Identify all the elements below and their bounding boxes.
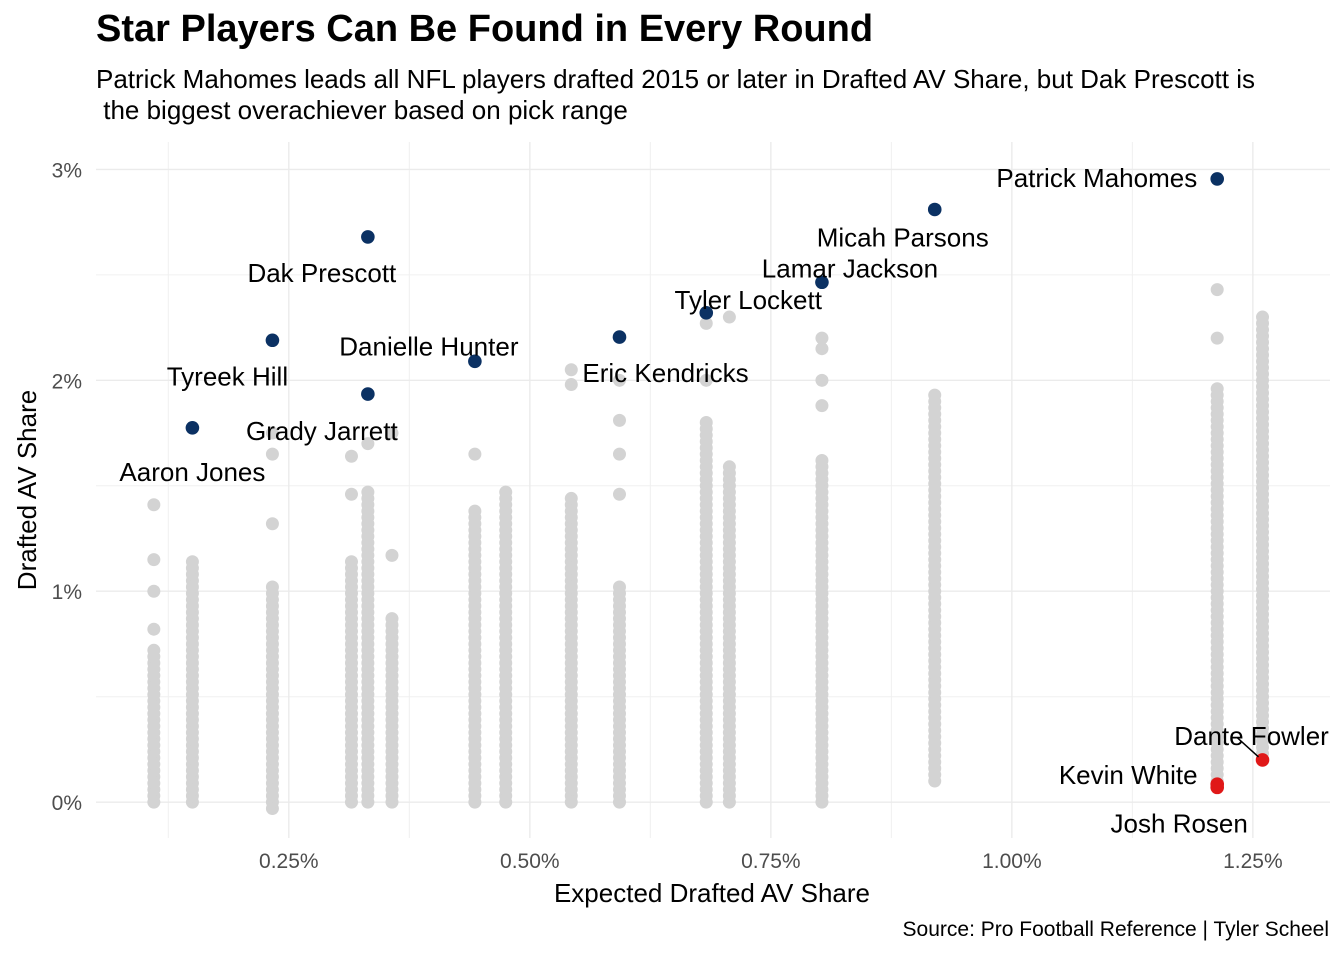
y-tick-label: 1% xyxy=(52,581,82,604)
point-label: Dante Fowler xyxy=(1174,721,1329,751)
highlight-point xyxy=(612,330,627,344)
data-point xyxy=(147,584,161,598)
data-point xyxy=(499,485,513,499)
data-point xyxy=(928,388,942,402)
grid-lines xyxy=(96,142,1330,838)
data-point xyxy=(612,580,626,594)
point-label: Tyler Lockett xyxy=(675,285,823,315)
data-point xyxy=(815,399,829,413)
data-point xyxy=(612,487,626,501)
data-point xyxy=(612,413,626,427)
highlight-point xyxy=(1255,753,1270,767)
point-label: Eric Kendricks xyxy=(582,358,748,388)
y-tick-label: 0% xyxy=(52,792,82,815)
data-point xyxy=(612,373,626,387)
data-point xyxy=(147,498,161,512)
y-tick-label: 2% xyxy=(52,370,82,393)
data-point xyxy=(1256,310,1270,324)
data-point xyxy=(699,373,713,387)
data-point xyxy=(265,517,279,531)
point-label: Patrick Mahomes xyxy=(996,163,1197,193)
data-point xyxy=(344,487,358,501)
data-point xyxy=(385,426,399,440)
highlight-point xyxy=(927,202,942,217)
data-point xyxy=(344,449,358,463)
highlight-point xyxy=(1210,780,1225,795)
data-point xyxy=(722,310,736,324)
point-label: Aaron Jones xyxy=(119,457,265,487)
data-point xyxy=(147,643,161,657)
data-point xyxy=(1210,382,1224,396)
data-point xyxy=(815,342,829,356)
data-point xyxy=(1210,283,1224,297)
highlight-point xyxy=(361,230,375,244)
x-axis-title: Expected Drafted AV Share xyxy=(554,878,870,908)
data-point xyxy=(564,378,578,392)
chart-subtitle: Patrick Mahomes leads all NFL players dr… xyxy=(96,64,1255,125)
data-point xyxy=(147,622,161,636)
point-label: Josh Rosen xyxy=(1111,808,1248,838)
data-point xyxy=(147,553,161,567)
highlight-point xyxy=(265,333,280,348)
label-leader-line xyxy=(1237,737,1260,758)
data-point xyxy=(265,580,279,594)
data-point xyxy=(699,316,713,330)
chart-title: Star Players Can Be Found in Every Round xyxy=(96,8,874,50)
highlight-point xyxy=(468,354,482,369)
data-point xyxy=(699,416,713,430)
highlight-point xyxy=(361,387,375,401)
data-point xyxy=(468,504,482,518)
data-point xyxy=(815,453,829,467)
x-tick-label: 1.00% xyxy=(982,850,1042,873)
point-label: Grady Jarrett xyxy=(246,416,398,446)
data-point xyxy=(361,437,375,451)
data-point xyxy=(722,460,736,474)
x-tick-label: 1.25% xyxy=(1223,850,1283,873)
point-label: Tyreek Hill xyxy=(167,361,288,391)
axis-tick-labels: 0.25% 0.50% 0.75% 1.00% 1.25% 0% 1% 2% 3% xyxy=(52,159,1283,873)
point-label: Micah Parsons xyxy=(817,222,989,252)
highlight-point xyxy=(815,275,829,290)
point-label: Lamar Jackson xyxy=(762,253,938,283)
data-point xyxy=(612,447,626,461)
chart-caption: Source: Pro Football Reference | Tyler S… xyxy=(902,918,1329,941)
data-point xyxy=(385,548,399,562)
data-point xyxy=(564,491,578,505)
data-point xyxy=(361,485,375,499)
y-axis-title: Drafted AV Share xyxy=(12,390,42,590)
data-point xyxy=(265,447,279,461)
data-point xyxy=(468,447,482,461)
point-label: Kevin White xyxy=(1059,760,1198,790)
x-tick-label: 0.50% xyxy=(500,850,560,873)
data-point xyxy=(344,555,358,569)
point-label: Danielle Hunter xyxy=(339,331,519,361)
highlight-point xyxy=(1210,172,1225,186)
data-point xyxy=(564,363,578,377)
data-point xyxy=(265,426,279,440)
y-tick-label: 3% xyxy=(52,159,82,182)
data-points xyxy=(147,172,1270,815)
point-label: Dak Prescott xyxy=(247,258,397,288)
highlight-point xyxy=(699,306,714,320)
x-tick-label: 0.25% xyxy=(259,850,319,873)
data-point xyxy=(815,331,829,345)
data-point xyxy=(185,555,199,569)
x-tick-label: 0.75% xyxy=(741,850,801,873)
highlight-point xyxy=(185,420,200,435)
data-point xyxy=(385,612,399,626)
data-point xyxy=(815,373,829,387)
data-point xyxy=(1210,331,1224,345)
